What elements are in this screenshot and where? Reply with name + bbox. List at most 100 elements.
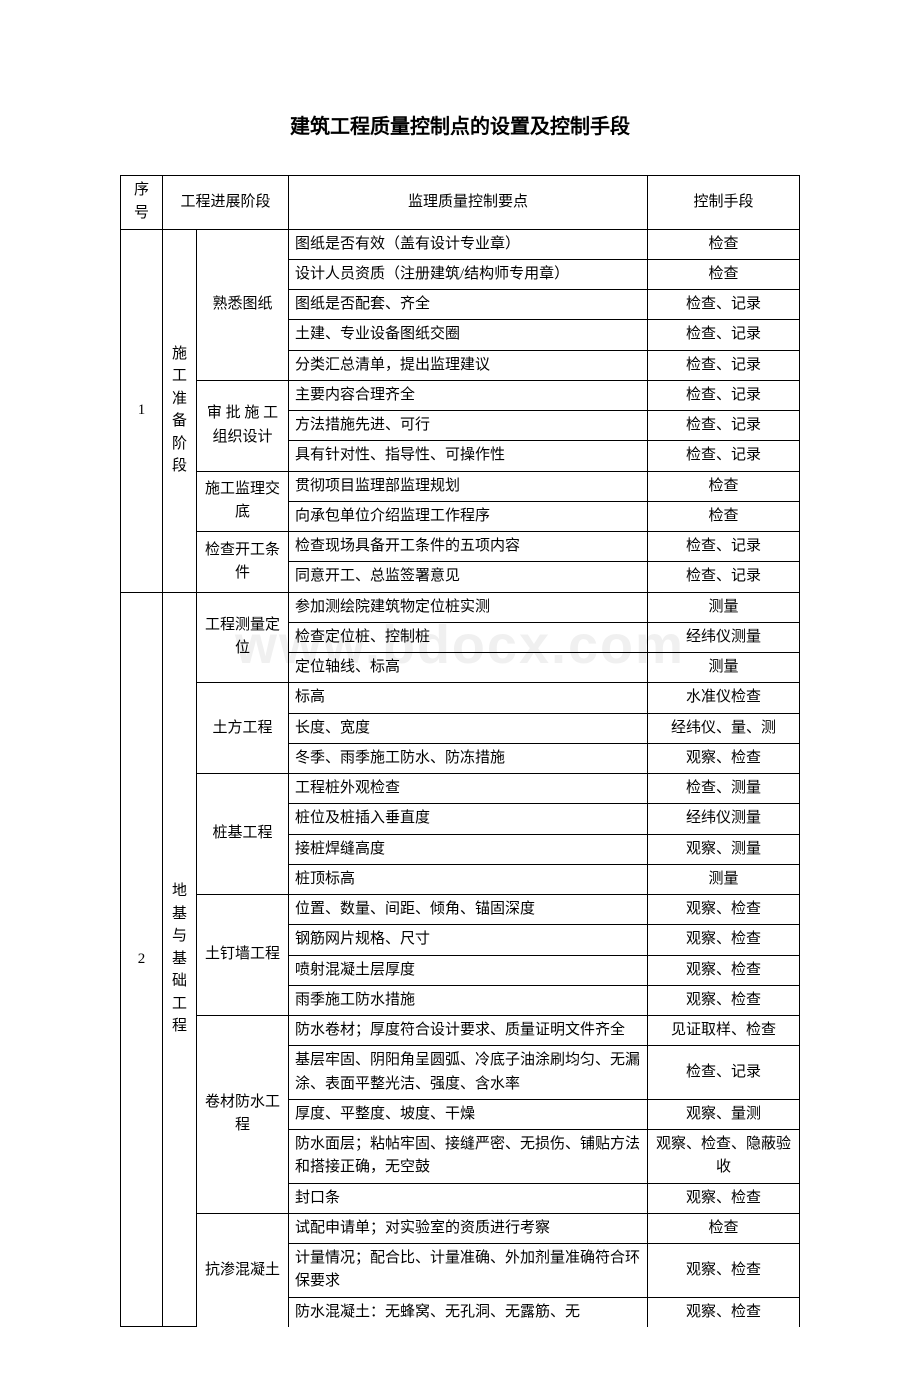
header-phase: 工程进展阶段 — [163, 176, 289, 230]
point-cell: 方法措施先进、可行 — [289, 411, 648, 441]
point-cell: 防水混凝土：无蜂窝、无孔洞、无露筋、无 — [289, 1297, 648, 1327]
table-row: 2 地基与基础工程 工程测量定位 参加测绘院建筑物定位桩实测 测量 — [121, 592, 800, 622]
control-cell: 观察、检查 — [648, 1244, 800, 1298]
sub-concrete: 抗渗混凝土 — [197, 1213, 289, 1327]
header-point: 监理质量控制要点 — [289, 176, 648, 230]
control-cell: 检查、记录 — [648, 411, 800, 441]
point-cell: 封口条 — [289, 1183, 648, 1213]
control-cell: 水准仪检查 — [648, 683, 800, 713]
point-cell: 定位轴线、标高 — [289, 653, 648, 683]
table-row: 土钉墙工程 位置、数量、间距、倾角、锚固深度 观察、检查 — [121, 895, 800, 925]
control-cell: 测量 — [648, 864, 800, 894]
point-cell: 向承包单位介绍监理工作程序 — [289, 501, 648, 531]
sub-membrane: 卷材防水工程 — [197, 1016, 289, 1214]
point-cell: 分类汇总清单，提出监理建议 — [289, 350, 648, 380]
point-cell: 主要内容合理齐全 — [289, 380, 648, 410]
control-cell: 经纬仪测量 — [648, 804, 800, 834]
control-cell: 观察、检查 — [648, 743, 800, 773]
sub-drawings: 熟悉图纸 — [197, 229, 289, 380]
table-row: 桩基工程 工程桩外观检查 检查、测量 — [121, 774, 800, 804]
table-header-row: 序号 工程进展阶段 监理质量控制要点 控制手段 — [121, 176, 800, 230]
control-cell: 经纬仪测量 — [648, 622, 800, 652]
control-cell: 观察、检查 — [648, 1183, 800, 1213]
point-cell: 试配申请单；对实验室的资质进行考察 — [289, 1213, 648, 1243]
table-row: 土方工程 标高 水准仪检查 — [121, 683, 800, 713]
control-cell: 检查、记录 — [648, 290, 800, 320]
point-cell: 具有针对性、指导性、可操作性 — [289, 441, 648, 471]
point-cell: 喷射混凝土层厚度 — [289, 955, 648, 985]
point-cell: 冬季、雨季施工防水、防冻措施 — [289, 743, 648, 773]
control-cell: 观察、检查 — [648, 1297, 800, 1327]
phase2-text: 地基与基础工程 — [172, 880, 187, 1038]
control-cell: 检查、记录 — [648, 532, 800, 562]
table-row: 1 施工准备阶段 熟悉图纸 图纸是否有效（盖有设计专业章） 检查 — [121, 229, 800, 259]
header-control: 控制手段 — [648, 176, 800, 230]
point-cell: 同意开工、总监签署意见 — [289, 562, 648, 592]
table-row: 施工监理交底 贯彻项目监理部监理规划 检查 — [121, 471, 800, 501]
point-cell: 长度、宽度 — [289, 713, 648, 743]
point-cell: 图纸是否配套、齐全 — [289, 290, 648, 320]
control-cell: 观察、检查 — [648, 925, 800, 955]
control-cell: 检查、记录 — [648, 350, 800, 380]
point-cell: 防水面层；粘帖牢固、接缝严密、无损伤、铺贴方法和搭接正确，无空鼓 — [289, 1130, 648, 1184]
point-cell: 计量情况；配合比、计量准确、外加剂量准确符合环保要求 — [289, 1244, 648, 1298]
point-cell: 工程桩外观检查 — [289, 774, 648, 804]
point-cell: 桩位及桩插入垂直度 — [289, 804, 648, 834]
control-cell: 检查、记录 — [648, 562, 800, 592]
table-row: 检查开工条件 检查现场具备开工条件的五项内容 检查、记录 — [121, 532, 800, 562]
control-cell: 检查 — [648, 229, 800, 259]
table-row: 审 批 施 工组织设计 主要内容合理齐全 检查、记录 — [121, 380, 800, 410]
control-cell: 检查、记录 — [648, 1046, 800, 1100]
point-cell: 钢筋网片规格、尺寸 — [289, 925, 648, 955]
point-cell: 土建、专业设备图纸交圈 — [289, 320, 648, 350]
control-cell: 检查、记录 — [648, 380, 800, 410]
point-cell: 桩顶标高 — [289, 864, 648, 894]
point-cell: 接桩焊缝高度 — [289, 834, 648, 864]
point-cell: 检查现场具备开工条件的五项内容 — [289, 532, 648, 562]
seq-cell: 2 — [121, 592, 163, 1327]
control-cell: 见证取样、检查 — [648, 1016, 800, 1046]
sub-pile: 桩基工程 — [197, 774, 289, 895]
control-cell: 观察、测量 — [648, 834, 800, 864]
page-title: 建筑工程质量控制点的设置及控制手段 — [120, 110, 800, 139]
point-cell: 参加测绘院建筑物定位桩实测 — [289, 592, 648, 622]
phase2-cell: 地基与基础工程 — [163, 592, 197, 1327]
sub-survey: 工程测量定位 — [197, 592, 289, 683]
header-seq: 序号 — [121, 176, 163, 230]
control-cell: 检查 — [648, 259, 800, 289]
phase1-text: 施工准备阶段 — [172, 343, 187, 478]
point-cell: 贯彻项目监理部监理规划 — [289, 471, 648, 501]
control-cell: 测量 — [648, 653, 800, 683]
control-cell: 检查 — [648, 1213, 800, 1243]
document-page: 建筑工程质量控制点的设置及控制手段 序号 工程进展阶段 监理质量控制要点 控制手… — [0, 0, 920, 1387]
sub-earth: 土方工程 — [197, 683, 289, 774]
control-cell: 检查 — [648, 501, 800, 531]
point-cell: 检查定位桩、控制桩 — [289, 622, 648, 652]
control-cell: 检查、记录 — [648, 320, 800, 350]
point-cell: 图纸是否有效（盖有设计专业章） — [289, 229, 648, 259]
table-row: 抗渗混凝土 试配申请单；对实验室的资质进行考察 检查 — [121, 1213, 800, 1243]
sub-start: 检查开工条件 — [197, 532, 289, 593]
control-cell: 测量 — [648, 592, 800, 622]
point-cell: 设计人员资质（注册建筑/结构师专用章） — [289, 259, 648, 289]
control-cell: 检查、测量 — [648, 774, 800, 804]
sub-plan: 审 批 施 工组织设计 — [197, 380, 289, 471]
quality-control-table: 序号 工程进展阶段 监理质量控制要点 控制手段 1 施工准备阶段 熟悉图纸 图纸… — [120, 175, 800, 1327]
control-cell: 观察、检查 — [648, 955, 800, 985]
point-cell: 标高 — [289, 683, 648, 713]
point-cell: 位置、数量、间距、倾角、锚固深度 — [289, 895, 648, 925]
control-cell: 经纬仪、量、测 — [648, 713, 800, 743]
control-cell: 观察、检查 — [648, 985, 800, 1015]
sub-nail: 土钉墙工程 — [197, 895, 289, 1016]
table-row: 卷材防水工程 防水卷材；厚度符合设计要求、质量证明文件齐全 见证取样、检查 — [121, 1016, 800, 1046]
sub-brief: 施工监理交底 — [197, 471, 289, 532]
control-cell: 检查 — [648, 471, 800, 501]
point-cell: 厚度、平整度、坡度、干燥 — [289, 1099, 648, 1129]
point-cell: 防水卷材；厚度符合设计要求、质量证明文件齐全 — [289, 1016, 648, 1046]
control-cell: 观察、量测 — [648, 1099, 800, 1129]
seq-cell: 1 — [121, 229, 163, 592]
control-cell: 观察、检查、隐蔽验收 — [648, 1130, 800, 1184]
control-cell: 检查、记录 — [648, 441, 800, 471]
phase1-cell: 施工准备阶段 — [163, 229, 197, 592]
point-cell: 基层牢固、阴阳角呈圆弧、冷底子油涂刷均匀、无漏涂、表面平整光洁、强度、含水率 — [289, 1046, 648, 1100]
